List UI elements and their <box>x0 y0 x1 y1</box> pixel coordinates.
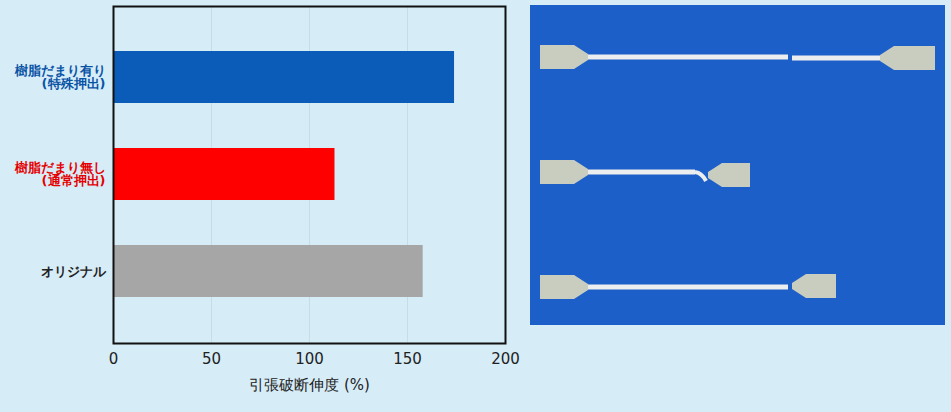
svg-text:150: 150 <box>393 350 422 368</box>
svg-text:オリジナル: オリジナル <box>41 264 107 279</box>
svg-text:200: 200 <box>491 350 520 368</box>
svg-text:100: 100 <box>295 350 324 368</box>
svg-text:引張破断伸度 (%): 引張破断伸度 (%) <box>249 376 370 394</box>
svg-text:樹脂だまり無し(通常押出): 樹脂だまり無し(通常押出) <box>14 160 106 188</box>
svg-text:0: 0 <box>109 350 119 368</box>
svg-text:樹脂だまり有り(特殊押出): 樹脂だまり有り(特殊押出) <box>14 63 106 91</box>
svg-text:50: 50 <box>202 350 221 368</box>
